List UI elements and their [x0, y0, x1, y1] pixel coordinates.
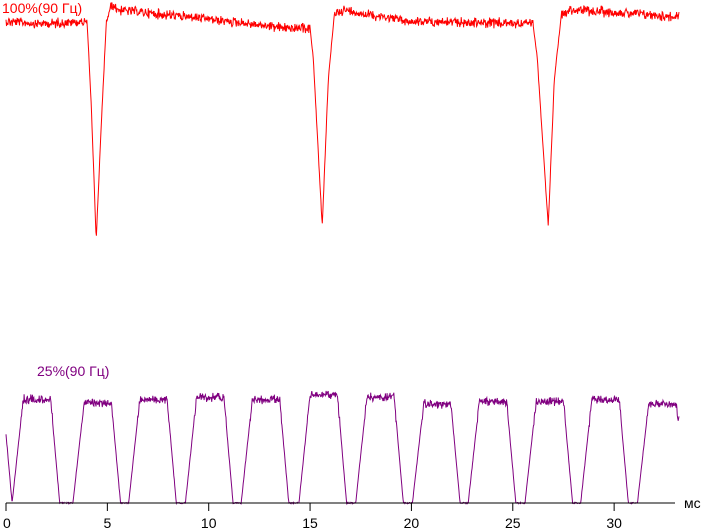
series-line-25 [5, 390, 680, 506]
x-tick-label-0: 0 [3, 515, 11, 531]
x-tick-label-15: 15 [302, 515, 318, 531]
x-tick-label-10: 10 [201, 515, 217, 531]
series-label-25: 25%(90 Гц) [37, 363, 109, 379]
x-tick-label-20: 20 [404, 515, 420, 531]
series-label-100: 100%(90 Гц) [2, 0, 82, 16]
ticks-layer: 0 5 10 15 20 25 30 [3, 503, 622, 531]
x-axis-label: мс [684, 495, 701, 511]
x-tick-label-25: 25 [505, 515, 521, 531]
x-tick-label-5: 5 [103, 515, 111, 531]
series-layer [5, 2, 680, 506]
series-line-100 [5, 2, 680, 236]
x-tick-label-30: 30 [606, 515, 622, 531]
